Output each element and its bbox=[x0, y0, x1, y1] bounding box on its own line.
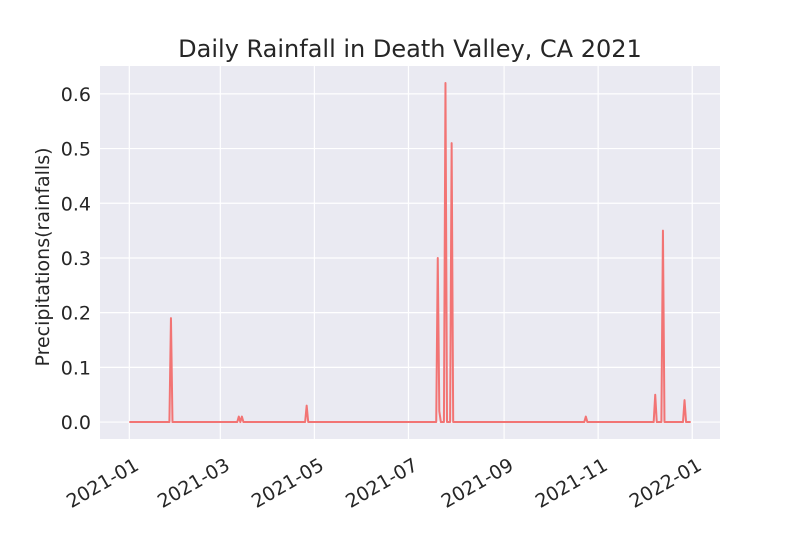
y-tick-label: 0.5 bbox=[61, 139, 91, 161]
y-axis-label: Precipitations(rainfalls) bbox=[32, 147, 54, 366]
series-line bbox=[129, 81, 691, 424]
plot-area bbox=[100, 66, 720, 439]
y-tick-label: 0.2 bbox=[61, 303, 91, 325]
y-tick-label: 0.3 bbox=[61, 248, 91, 270]
x-tick-label: 2021-03 bbox=[154, 454, 234, 513]
grid bbox=[100, 66, 720, 439]
x-tick-label: 2021-01 bbox=[63, 454, 143, 513]
chart-title: Daily Rainfall in Death Valley, CA 2021 bbox=[178, 35, 642, 63]
x-tick-label: 2021-09 bbox=[438, 454, 518, 513]
series-line-group bbox=[129, 81, 691, 424]
x-tick-label: 2021-11 bbox=[532, 454, 612, 513]
y-tick-label: 0.0 bbox=[61, 412, 91, 434]
x-tick-label: 2021-07 bbox=[342, 454, 422, 513]
x-tick-label: 2021-05 bbox=[248, 454, 328, 513]
y-tick-label: 0.6 bbox=[61, 84, 91, 106]
y-tick-label: 0.1 bbox=[61, 357, 91, 379]
y-tick-label: 0.4 bbox=[61, 193, 91, 215]
x-tick-label: 2022-01 bbox=[626, 454, 706, 513]
